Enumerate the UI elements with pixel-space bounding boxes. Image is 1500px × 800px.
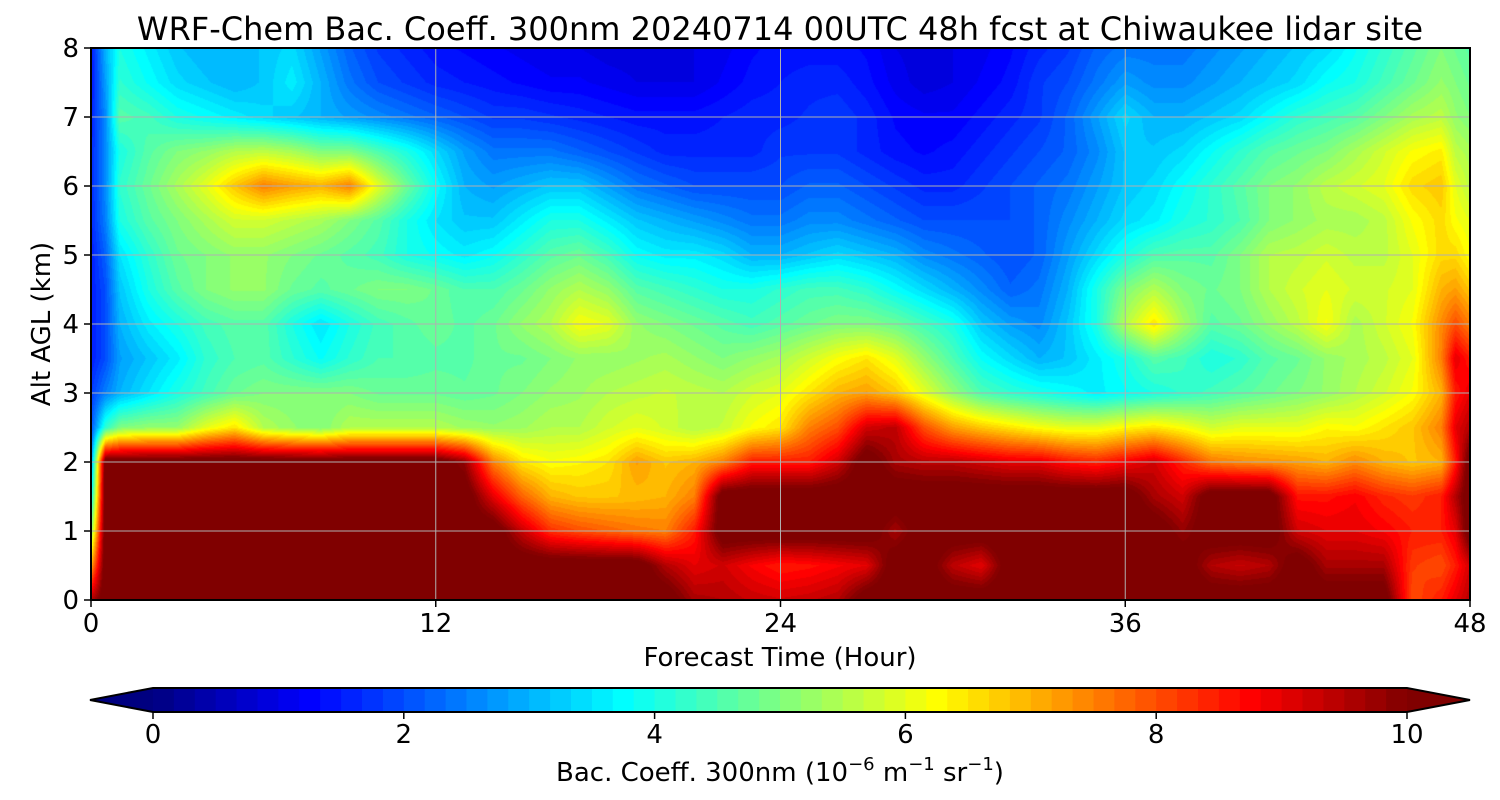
colorbar-segment xyxy=(1009,688,1032,712)
colorbar-tick-label: 6 xyxy=(897,720,914,750)
colorbar-segment xyxy=(1156,688,1178,712)
colorbar-segment xyxy=(571,688,593,712)
colorbar-segment xyxy=(1260,688,1283,712)
colorbar-segment xyxy=(738,688,760,712)
x-tick-label: 0 xyxy=(83,609,100,639)
colorbar-segment xyxy=(1344,688,1366,712)
colorbar-segment xyxy=(236,688,259,712)
colorbar-segment xyxy=(1093,688,1115,712)
y-tick-label: 0 xyxy=(62,586,79,616)
colorbar-segment xyxy=(1323,688,1345,712)
colorbar-segment xyxy=(466,688,488,712)
colorbar-segment xyxy=(529,688,551,712)
colorbar-segment xyxy=(1218,688,1241,712)
colorbar-segment xyxy=(696,688,718,712)
colorbar-segment xyxy=(257,688,279,712)
colorbar-label-exp1: −6 xyxy=(848,754,875,775)
colorbar-segment xyxy=(884,688,906,712)
x-tick-label: 48 xyxy=(1453,609,1486,639)
colorbar-segment xyxy=(675,688,697,712)
colorbar-segment xyxy=(989,688,1011,712)
colorbar-segment xyxy=(508,688,530,712)
colorbar-segment xyxy=(1302,688,1324,712)
colorbar-segment xyxy=(1135,688,1157,712)
colorbar-segment xyxy=(487,688,509,712)
colorbar-extend-min xyxy=(90,688,153,712)
colorbar-segment xyxy=(821,688,844,712)
colorbar-segment xyxy=(194,688,217,712)
colorbar-segment xyxy=(654,688,677,712)
colorbar-segment xyxy=(612,688,635,712)
colorbar-tick-label: 2 xyxy=(396,720,413,750)
x-tick-label: 24 xyxy=(764,609,797,639)
colorbar-segment xyxy=(173,688,196,712)
colorbar-ticks: 0 2 4 6 8 10 xyxy=(145,712,1424,750)
colorbar-segment xyxy=(215,688,238,712)
colorbar-segment xyxy=(591,688,614,712)
colorbar-label-exp3: −1 xyxy=(967,754,994,775)
y-tick-label: 5 xyxy=(62,241,79,271)
colorbar-segment xyxy=(926,688,948,712)
colorbar-tick-label: 8 xyxy=(1148,720,1165,750)
colorbar-segment xyxy=(299,688,321,712)
colorbar-label-prefix: Bac. Coeff. 300nm (10 xyxy=(556,758,848,788)
colorbar-segment xyxy=(424,688,447,712)
colorbar-segment xyxy=(842,688,865,712)
colorbar-label-mid2: sr xyxy=(935,758,968,788)
colorbar-label: Bac. Coeff. 300nm (10−6 m−1 sr−1) xyxy=(556,754,1004,788)
colorbar-segment xyxy=(1281,688,1304,712)
y-axis-label: Alt AGL (km) xyxy=(27,242,57,406)
colorbar-segment xyxy=(1177,688,1199,712)
chart-title: WRF-Chem Bac. Coeff. 300nm 20240714 00UT… xyxy=(137,10,1423,48)
colorbar-segment xyxy=(445,688,468,712)
colorbar-segment xyxy=(153,688,175,712)
colorbar-tick-label: 10 xyxy=(1390,720,1423,750)
y-axis: 0 1 2 3 4 5 6 7 8 xyxy=(62,34,91,616)
y-tick-label: 7 xyxy=(62,103,79,133)
colorbar-extend-max xyxy=(1407,688,1470,712)
colorbar-segment xyxy=(800,688,823,712)
y-tick-label: 1 xyxy=(62,517,79,547)
colorbar-segment xyxy=(968,688,990,712)
colorbar xyxy=(89,687,1471,713)
colorbar-segment xyxy=(320,688,342,712)
colorbar-label-exp2: −1 xyxy=(908,754,935,775)
x-tick-label: 12 xyxy=(419,609,452,639)
colorbar-label-suffix: ) xyxy=(994,758,1004,788)
colorbar-segment xyxy=(863,688,886,712)
colorbar-segment xyxy=(550,688,572,712)
colorbar-segment xyxy=(1030,688,1053,712)
colorbar-segment xyxy=(382,688,405,712)
colorbar-segment xyxy=(633,688,656,712)
colorbar-segment xyxy=(1198,688,1220,712)
colorbar-segment xyxy=(1072,688,1095,712)
colorbar-segment xyxy=(780,688,802,712)
colorbar-segment xyxy=(947,688,969,712)
colorbar-segment xyxy=(905,688,927,712)
y-tick-label: 6 xyxy=(62,172,79,202)
colorbar-segment xyxy=(1051,688,1074,712)
colorbar-segment xyxy=(717,688,739,712)
colorbar-segment xyxy=(1386,688,1408,712)
colorbar-tick-label: 0 xyxy=(145,720,162,750)
colorbar-segment xyxy=(1114,688,1136,712)
colorbar-segment xyxy=(362,688,384,712)
colorbar-label-mid: m xyxy=(875,758,909,788)
x-axis-label: Forecast Time (Hour) xyxy=(643,643,916,673)
colorbar-segment xyxy=(403,688,426,712)
colorbar-segment xyxy=(278,688,300,712)
y-tick-label: 2 xyxy=(62,448,79,478)
y-tick-label: 4 xyxy=(62,310,79,340)
colorbar-segment xyxy=(341,688,363,712)
x-tick-label: 36 xyxy=(1109,609,1142,639)
colorbar-segment xyxy=(759,688,781,712)
y-tick-label: 8 xyxy=(62,34,79,64)
colorbar-segment xyxy=(1365,688,1387,712)
y-tick-label: 3 xyxy=(62,379,79,409)
x-axis: 0 12 24 36 48 xyxy=(83,600,1487,639)
colorbar-tick-label: 4 xyxy=(646,720,663,750)
colorbar-segment xyxy=(1239,688,1262,712)
